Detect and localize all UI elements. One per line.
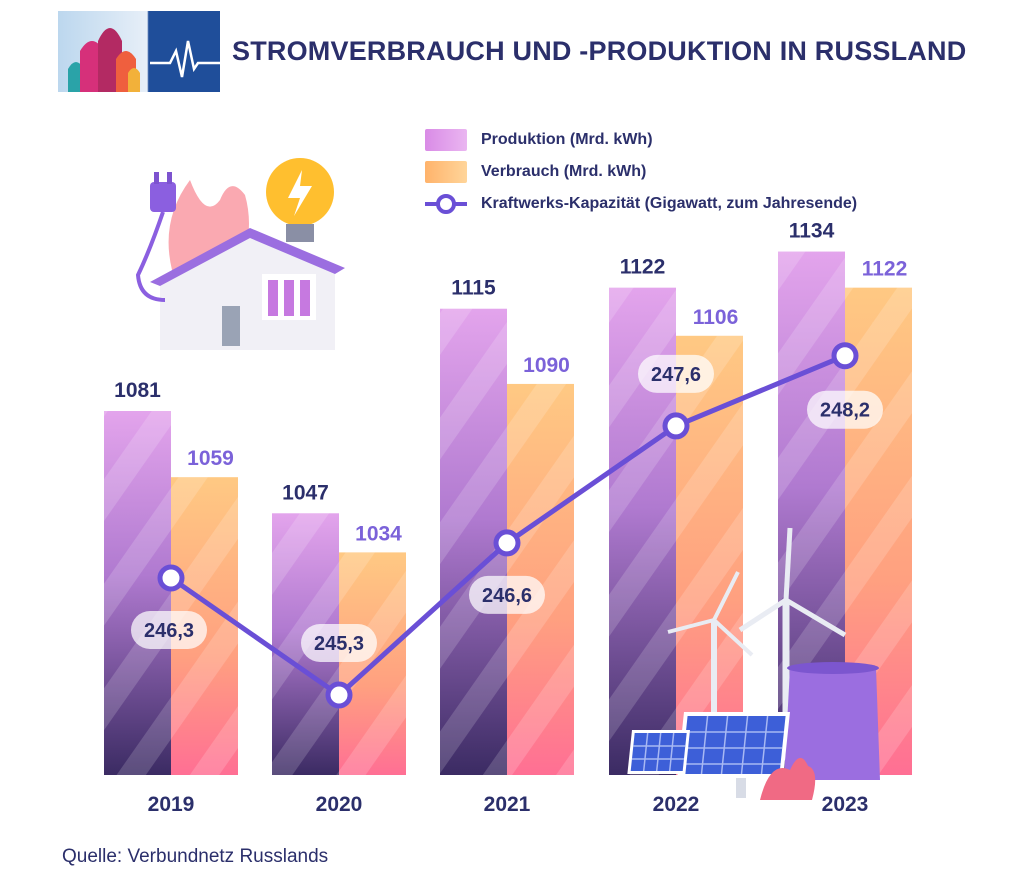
capacity-label-2021: 246,6 bbox=[482, 585, 532, 607]
capacity-point-2019 bbox=[157, 564, 185, 592]
legend-label-production: Produktion (Mrd. kWh) bbox=[481, 131, 653, 148]
x-tick-2020: 2020 bbox=[316, 793, 363, 816]
label-production-2020: 1047 bbox=[282, 481, 329, 504]
capacity-point-2020 bbox=[325, 681, 353, 709]
legend-item-consumption: Verbrauch (Mrd. kWh) bbox=[425, 156, 857, 188]
capacity-point-2023 bbox=[831, 342, 859, 370]
capacity-label-2020: 245,3 bbox=[314, 633, 364, 655]
x-tick-2019: 2019 bbox=[148, 793, 195, 816]
x-tick-2021: 2021 bbox=[484, 793, 531, 816]
capacity-label-bg-2020 bbox=[301, 624, 377, 662]
legend: Produktion (Mrd. kWh) Verbrauch (Mrd. kW… bbox=[425, 124, 857, 220]
capacity-label-bg-2019 bbox=[131, 611, 207, 649]
x-tick-2022: 2022 bbox=[653, 793, 700, 816]
logo bbox=[58, 11, 220, 92]
capacity-label-bg-2021 bbox=[469, 575, 545, 614]
source-note: Quelle: Verbundnetz Russlands bbox=[62, 846, 329, 867]
page-title: STROMVERBRAUCH UND -PRODUKTION IN RUSSLA… bbox=[232, 36, 967, 66]
capacity-label-2022: 247,6 bbox=[651, 364, 701, 386]
capacity-label-bg-2022 bbox=[638, 354, 714, 393]
capacity-point-2021 bbox=[493, 529, 521, 557]
legend-item-capacity: Kraftwerks-Kapazität (Gigawatt, zum Jahr… bbox=[425, 188, 857, 220]
label-consumption-2019: 1059 bbox=[187, 447, 234, 470]
legend-label-consumption: Verbrauch (Mrd. kWh) bbox=[481, 163, 647, 180]
legend-swatch-production bbox=[425, 129, 467, 151]
bar-consumption-stripes-2022 bbox=[676, 335, 743, 775]
legend-label-capacity: Kraftwerks-Kapazität (Gigawatt, zum Jahr… bbox=[481, 195, 858, 212]
legend-line-marker bbox=[425, 194, 467, 214]
label-consumption-2023: 1122 bbox=[862, 258, 908, 281]
label-consumption-2020: 1034 bbox=[355, 522, 402, 545]
legend-swatch-consumption bbox=[425, 161, 467, 183]
capacity-label-2019: 246,3 bbox=[144, 620, 194, 642]
energy-illustration bbox=[627, 527, 880, 800]
label-production-2019: 1081 bbox=[114, 379, 161, 402]
capacity-label-bg-2023 bbox=[807, 390, 883, 429]
label-consumption-2022: 1106 bbox=[693, 306, 739, 329]
label-production-2022: 1122 bbox=[620, 256, 666, 279]
legend-item-production: Produktion (Mrd. kWh) bbox=[425, 124, 857, 156]
x-tick-2023: 2023 bbox=[822, 793, 869, 816]
label-consumption-2021: 1090 bbox=[523, 354, 570, 377]
label-production-2021: 1115 bbox=[451, 277, 496, 300]
capacity-point-2022 bbox=[662, 412, 690, 440]
bar-production-stripes-2019 bbox=[104, 411, 171, 775]
label-production-2023: 1134 bbox=[789, 220, 835, 243]
house-illustration bbox=[135, 158, 345, 350]
capacity-label-2023: 248,2 bbox=[820, 400, 870, 422]
